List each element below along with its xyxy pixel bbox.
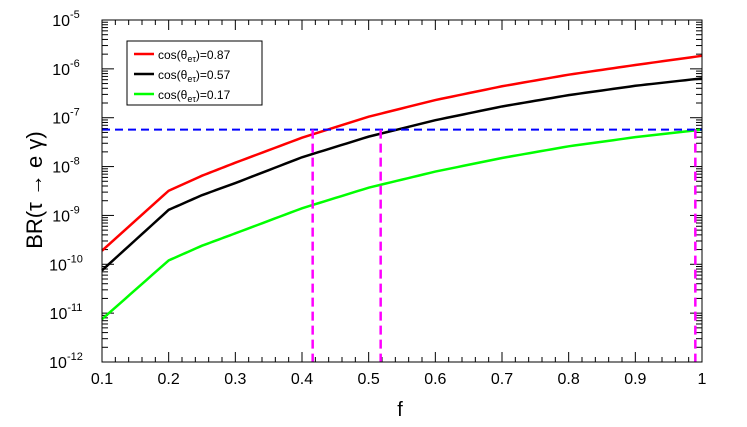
series-line-1 (101, 77, 703, 272)
x-tick-label: 0.6 (424, 371, 446, 388)
y-tick-label: 10-12 (49, 351, 83, 372)
legend-label-1: cos(θeτ)=0.57 (158, 68, 231, 84)
series-line-2 (101, 128, 703, 321)
series-line-0 (101, 54, 703, 252)
x-tick-label: 0.3 (224, 371, 246, 388)
plot-frame (101, 19, 703, 363)
y-tick-label: 10-9 (52, 204, 80, 225)
series-lines (101, 54, 703, 321)
x-tick-label: 0.5 (358, 371, 380, 388)
x-axis-label: f (397, 399, 403, 421)
y-tick-label: 10-5 (52, 9, 80, 30)
legend-label-0: cos(θeτ)=0.87 (158, 48, 231, 64)
x-tick-label: 0.1 (91, 371, 113, 388)
y-tick-label: 10-7 (52, 107, 80, 128)
x-tick-label: 0.4 (291, 371, 313, 388)
x-tick-label: 0.7 (491, 371, 513, 388)
reference-lines (102, 128, 702, 362)
legend: cos(θeτ)=0.87 cos(θeτ)=0.57 cos(θeτ)=0.17 (126, 40, 263, 106)
x-tick-label: 0.2 (158, 371, 180, 388)
y-axis-label: BR(τ → e γ) (22, 131, 47, 249)
y-tick-label: 10-6 (52, 58, 80, 79)
x-tick-label: 0.8 (558, 371, 580, 388)
x-tick-label: 0.9 (624, 371, 646, 388)
y-tick-label: 10-8 (52, 156, 80, 177)
legend-label-2: cos(θeτ)=0.17 (158, 88, 231, 104)
x-tick-label: 1 (698, 371, 707, 388)
y-tick-label: 10-11 (50, 302, 83, 323)
y-tick-label: 10-10 (49, 253, 83, 274)
